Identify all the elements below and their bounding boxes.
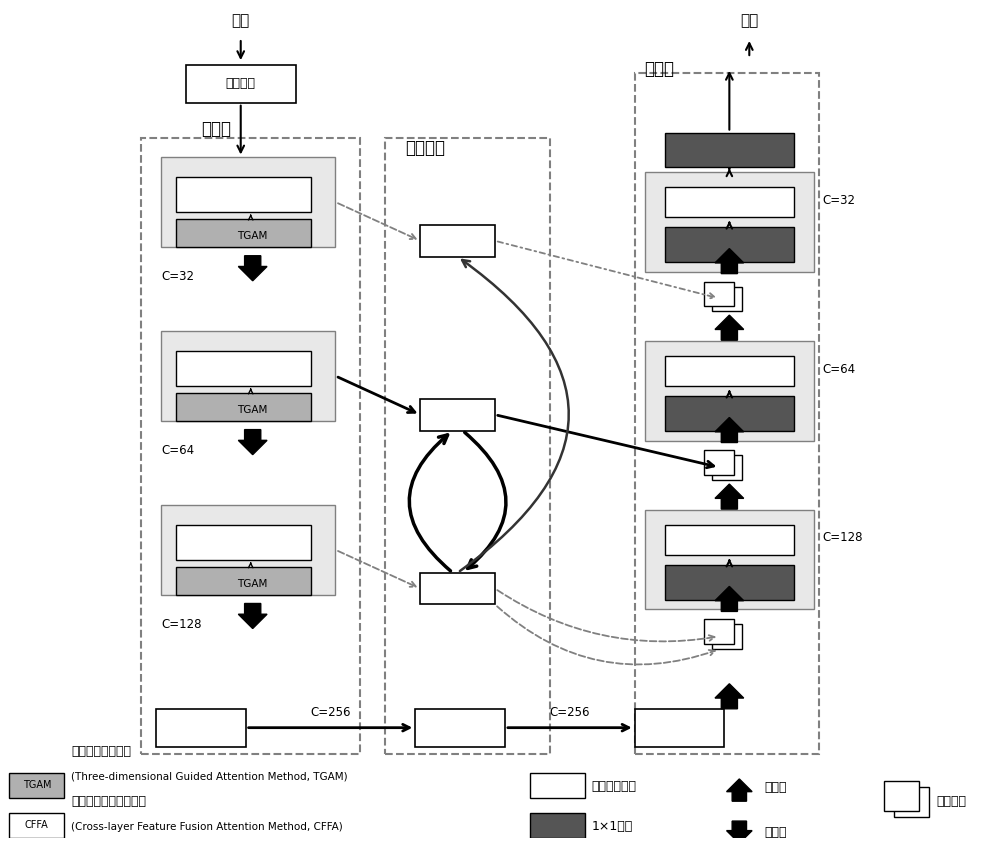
FancyBboxPatch shape xyxy=(635,709,724,747)
Text: C=64: C=64 xyxy=(822,363,855,376)
Text: CFFA: CFFA xyxy=(443,408,472,421)
FancyBboxPatch shape xyxy=(420,225,495,257)
Text: 跳跃连接: 跳跃连接 xyxy=(405,140,445,157)
Text: 输入: 输入 xyxy=(232,13,250,29)
FancyBboxPatch shape xyxy=(176,393,311,421)
FancyBboxPatch shape xyxy=(665,187,794,217)
Text: CFFA: CFFA xyxy=(25,820,49,830)
FancyBboxPatch shape xyxy=(420,573,495,605)
Bar xyxy=(141,137,360,754)
FancyBboxPatch shape xyxy=(415,709,505,747)
FancyBboxPatch shape xyxy=(884,781,919,811)
Text: 输出: 输出 xyxy=(740,13,758,29)
FancyBboxPatch shape xyxy=(530,774,585,798)
FancyBboxPatch shape xyxy=(665,396,794,430)
FancyArrow shape xyxy=(238,429,267,455)
FancyBboxPatch shape xyxy=(176,351,311,386)
FancyBboxPatch shape xyxy=(161,157,335,247)
Text: 1×1卷积: 1×1卷积 xyxy=(592,819,633,833)
FancyBboxPatch shape xyxy=(712,625,742,649)
FancyArrow shape xyxy=(715,418,744,443)
FancyBboxPatch shape xyxy=(704,620,734,644)
FancyBboxPatch shape xyxy=(420,399,495,430)
FancyBboxPatch shape xyxy=(161,331,335,421)
Text: 下采样: 下采样 xyxy=(764,827,787,839)
Text: 通道连接: 通道连接 xyxy=(937,795,967,807)
FancyBboxPatch shape xyxy=(161,505,335,594)
Text: 数据处理: 数据处理 xyxy=(226,77,256,90)
FancyBboxPatch shape xyxy=(530,813,585,838)
FancyBboxPatch shape xyxy=(186,65,296,103)
FancyBboxPatch shape xyxy=(665,565,794,600)
Text: C=256: C=256 xyxy=(550,706,590,719)
FancyArrow shape xyxy=(238,256,267,280)
FancyBboxPatch shape xyxy=(704,281,734,306)
FancyArrow shape xyxy=(727,821,752,842)
FancyArrow shape xyxy=(727,779,752,802)
FancyBboxPatch shape xyxy=(176,567,311,594)
Text: 结构化卷积块: 结构化卷积块 xyxy=(592,780,637,793)
FancyBboxPatch shape xyxy=(9,774,64,798)
Text: 上采样: 上采样 xyxy=(764,781,787,794)
Text: CFFA: CFFA xyxy=(443,582,472,595)
FancyBboxPatch shape xyxy=(9,813,64,838)
FancyBboxPatch shape xyxy=(645,510,814,610)
FancyArrow shape xyxy=(715,248,744,274)
FancyBboxPatch shape xyxy=(665,525,794,555)
Text: C=64: C=64 xyxy=(161,444,194,457)
FancyArrow shape xyxy=(715,315,744,340)
FancyBboxPatch shape xyxy=(176,525,311,560)
FancyArrow shape xyxy=(238,604,267,628)
FancyBboxPatch shape xyxy=(704,450,734,476)
FancyArrow shape xyxy=(715,586,744,611)
Text: C=256: C=256 xyxy=(310,706,351,719)
Text: C=32: C=32 xyxy=(161,270,194,283)
FancyBboxPatch shape xyxy=(712,456,742,480)
Text: C=128: C=128 xyxy=(161,618,201,631)
Bar xyxy=(635,73,819,754)
FancyBboxPatch shape xyxy=(176,178,311,212)
Text: C=128: C=128 xyxy=(822,531,863,545)
FancyArrow shape xyxy=(715,484,744,509)
FancyBboxPatch shape xyxy=(665,227,794,262)
FancyBboxPatch shape xyxy=(645,173,814,272)
Text: CFFA: CFFA xyxy=(443,234,472,248)
Bar xyxy=(385,137,550,754)
FancyBboxPatch shape xyxy=(645,341,814,440)
Text: (Three-dimensional Guided Attention Method, TGAM): (Three-dimensional Guided Attention Meth… xyxy=(71,771,348,781)
Text: TGAM: TGAM xyxy=(238,405,268,415)
Text: C=32: C=32 xyxy=(822,194,855,206)
FancyArrow shape xyxy=(715,684,744,709)
Text: TGAM: TGAM xyxy=(23,781,51,791)
FancyBboxPatch shape xyxy=(176,219,311,247)
Text: 跨层特征融合注意方法: 跨层特征融合注意方法 xyxy=(71,795,146,807)
FancyBboxPatch shape xyxy=(665,132,794,168)
Text: 编码器: 编码器 xyxy=(201,120,231,137)
FancyBboxPatch shape xyxy=(894,787,929,817)
Text: TGAM: TGAM xyxy=(238,578,268,589)
Text: (Cross-layer Feature Fusion Attention Method, CFFA): (Cross-layer Feature Fusion Attention Me… xyxy=(71,822,343,832)
FancyBboxPatch shape xyxy=(665,356,794,386)
Text: 解码器: 解码器 xyxy=(645,60,675,78)
FancyBboxPatch shape xyxy=(712,286,742,312)
Text: TGAM: TGAM xyxy=(238,231,268,241)
Text: 三维引导注意方法: 三维引导注意方法 xyxy=(71,745,131,758)
FancyBboxPatch shape xyxy=(156,709,246,747)
